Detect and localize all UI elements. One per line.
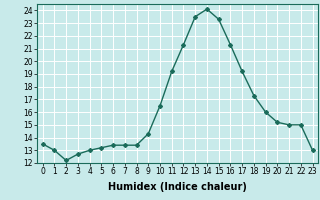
X-axis label: Humidex (Indice chaleur): Humidex (Indice chaleur) xyxy=(108,182,247,192)
